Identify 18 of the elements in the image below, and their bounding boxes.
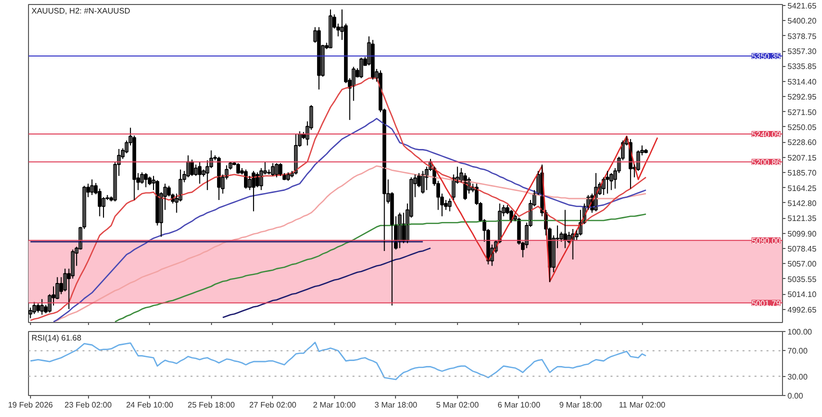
y-tick-label: 100.00 [788, 328, 813, 336]
y-tick-label: 4992.65 [788, 305, 817, 314]
x-tick-label: 24 Feb 10:00 [126, 400, 174, 410]
x-tick-label: 9 Mar 18:00 [559, 400, 602, 410]
x-tick-label: 5 Mar 02:00 [436, 400, 480, 410]
y-tick-label: 30.00 [788, 372, 808, 382]
line-series [30, 342, 647, 380]
x-tick-label: 19 Feb 2026 [8, 400, 54, 410]
x-tick-label: 11 Mar 02:00 [618, 400, 666, 410]
x-tick-label: 25 Feb 18:00 [188, 400, 236, 410]
x-tick-label: 23 Feb 02:00 [64, 400, 112, 410]
y-tick-label: 0.00 [788, 392, 804, 400]
x-tick-label: 3 Mar 18:00 [374, 400, 418, 410]
x-tick-label: 6 Mar 10:00 [498, 400, 541, 410]
x-tick-label: 2 Mar 10:00 [312, 400, 356, 410]
chart-title: RSI(14) 61.68 [32, 334, 82, 342]
y-tick-label: 70.00 [788, 346, 808, 356]
x-tick-label: 27 Feb 02:00 [249, 400, 297, 410]
